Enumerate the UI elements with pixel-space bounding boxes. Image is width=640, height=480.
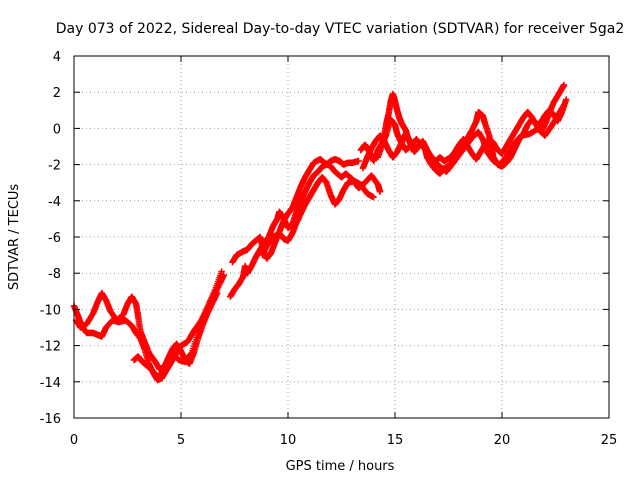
- x-tick-label: 0: [70, 433, 78, 448]
- data-marks: [70, 81, 570, 384]
- series-track-2: [72, 268, 225, 373]
- data-point: [560, 102, 567, 110]
- data-point: [214, 289, 221, 297]
- x-tick-label: 15: [387, 433, 404, 448]
- y-tick-label: -10: [40, 303, 61, 318]
- x-tick-label: 25: [601, 433, 618, 448]
- data-point: [213, 291, 220, 298]
- x-axis-label: GPS time / hours: [286, 459, 395, 474]
- series-track-9: [374, 101, 568, 176]
- chart-title: Day 073 of 2022, Sidereal Day-to-day VTE…: [56, 21, 625, 37]
- data-point: [370, 193, 377, 201]
- series-track-5: [229, 155, 384, 266]
- y-tick-label: 4: [53, 50, 61, 65]
- axis-ticks: [73, 55, 610, 419]
- y-tick-label: -2: [48, 159, 61, 174]
- x-tick-label: 20: [494, 433, 511, 448]
- x-tick-label: 5: [177, 433, 185, 448]
- data-point: [376, 188, 384, 195]
- y-tick-label: -12: [40, 340, 61, 355]
- data-point: [218, 268, 225, 275]
- y-axis-label: SDTVAR / TECUs: [7, 184, 22, 291]
- y-tick-label: -16: [40, 412, 61, 427]
- y-tick-label: -4: [48, 195, 61, 210]
- data-point: [355, 157, 362, 165]
- y-tick-label: 0: [53, 122, 61, 137]
- y-tick-label: -14: [40, 376, 61, 391]
- y-tick-label: 2: [53, 86, 61, 101]
- series-track-3: [130, 289, 221, 380]
- data-point: [560, 81, 568, 89]
- series-track-6: [259, 174, 377, 259]
- data-point: [563, 96, 570, 103]
- y-tick-labels: -16 -14 -12 -10 -8 -6 -4 -2 0 2 4: [40, 50, 61, 427]
- data-point: [560, 101, 568, 109]
- y-tick-label: -8: [48, 267, 61, 282]
- x-tick-labels: 0 5 10 15 20 25: [70, 433, 617, 448]
- x-tick-label: 10: [280, 433, 297, 448]
- y-tick-label: -6: [48, 231, 61, 246]
